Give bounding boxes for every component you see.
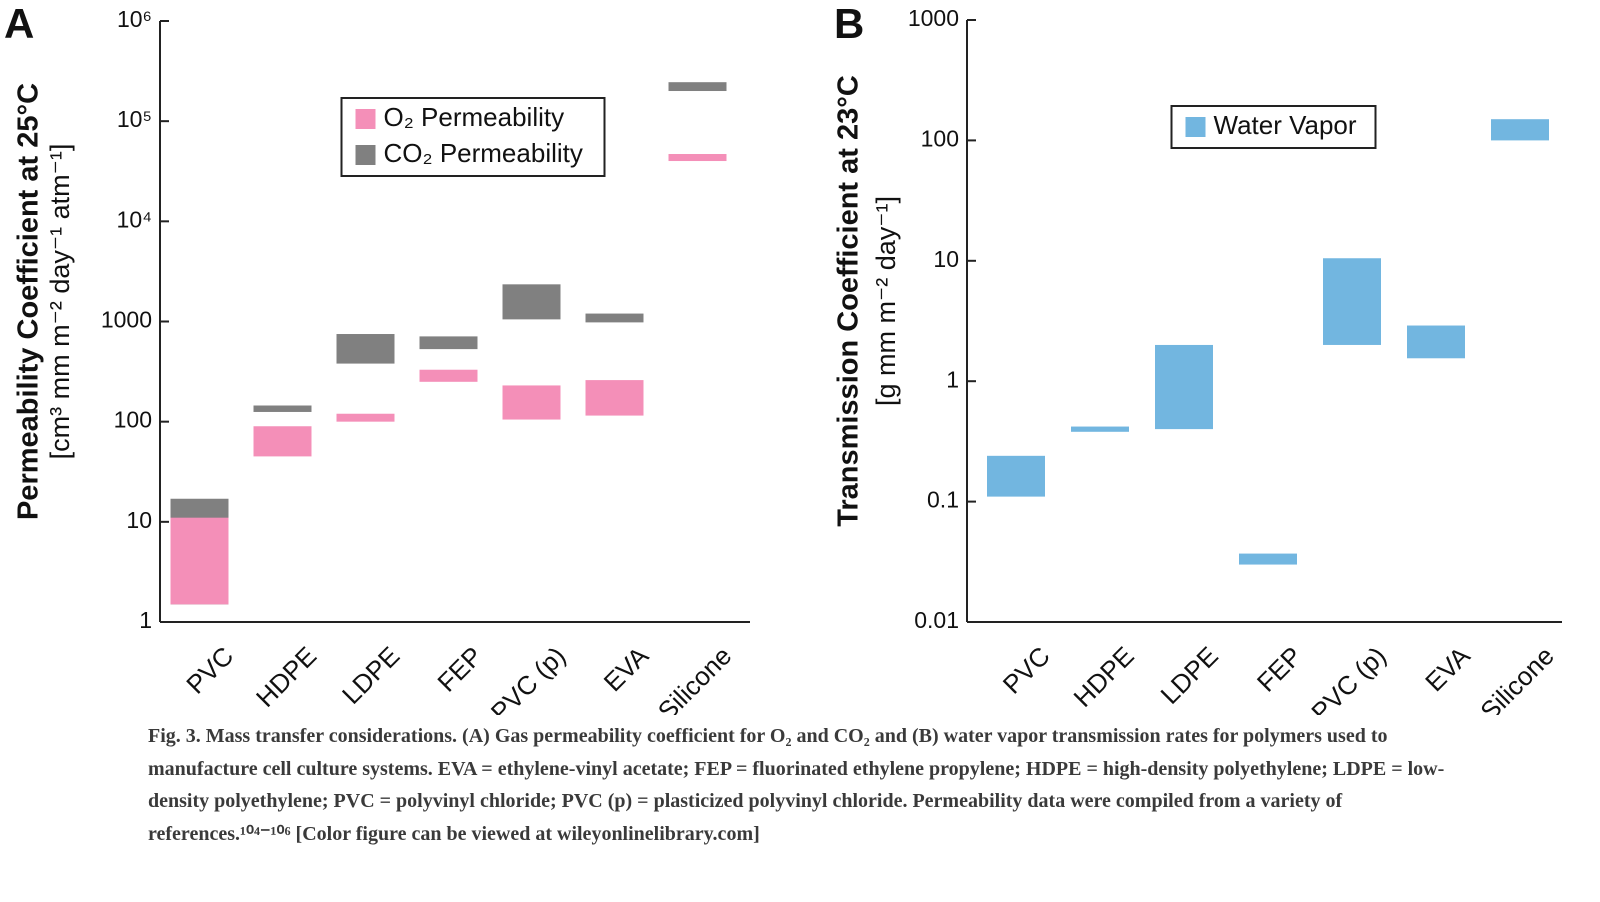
range-bar [1323,258,1381,345]
y-tick-label: 100 [114,407,152,433]
x-tick-label: PVC (p) [1305,641,1392,715]
range-bar [1071,426,1129,432]
x-tick-label: HDPE [250,641,322,713]
x-tick-label: Silicone [652,641,738,715]
range-bar [419,336,478,350]
y-tick-label: 1 [139,607,152,633]
y-axis-title: Transmission Coefficient at 23°C [833,75,865,527]
figure: A Permeability Coefficient at 25°C [cm³ mm… [4,0,1562,715]
range-bar [668,82,727,92]
y-tick-label: 1000 [908,5,959,31]
panel-label: A [4,0,34,47]
range-bar [1491,119,1549,141]
range-bar [419,369,478,382]
y-axis-units: [g mm m⁻² day⁻¹] [871,196,901,406]
caption: Fig. 3. Mass transfer considerations. (A… [148,725,1445,845]
x-tick-label: FEP [431,641,488,698]
x-tick-label: PVC (p) [485,641,572,715]
x-tick-label: HDPE [1068,641,1140,713]
y-tick-label: 10 [933,246,959,272]
legend-label: CO₂ Permeability [384,138,583,168]
range-bar [585,380,644,416]
x-tick-label: FEP [1251,641,1308,698]
legend-swatch [355,145,376,165]
y-tick-label: 10⁶ [117,6,152,32]
range-bar [1239,553,1297,565]
range-bar [668,154,727,162]
range-bar [987,455,1045,497]
y-tick-label: 0.1 [927,487,959,513]
x-tick-label: EVA [598,640,655,697]
range-bar [1155,344,1213,430]
y-axis-title: Permeability Coefficient at 25°C [13,83,45,520]
y-tick-label: 100 [921,125,959,151]
legend-box [340,97,606,177]
range-bar [253,426,312,457]
range-bar [502,284,561,320]
y-tick-label: 1000 [101,307,152,333]
legend-swatch [355,109,376,129]
range-bar [502,385,561,420]
range-bar [585,313,644,323]
range-bar [336,334,395,364]
x-tick-label: PVC [180,641,239,700]
x-tick-label: LDPE [336,641,405,710]
y-axis-units: [cm³ mm m⁻² day⁻¹ atm⁻¹] [45,144,75,460]
x-tick-label: LDPE [1155,641,1224,710]
range-bar [1407,325,1465,359]
panel-label: B [834,0,864,47]
y-tick-label: 10 [126,507,152,533]
x-tick-label: EVA [1419,640,1476,697]
range-bar [170,517,229,605]
x-tick-label: Silicone [1474,641,1560,715]
x-tick-label: PVC [997,641,1056,700]
y-tick-label: 0.01 [914,607,959,633]
legend-swatch [1185,117,1206,137]
range-bar [253,405,312,412]
y-tick-label: 1 [946,366,959,392]
legend-label: O₂ Permeability [384,102,565,132]
range-bar [336,413,395,422]
y-tick-label: 10⁴ [117,206,152,232]
y-tick-label: 10⁵ [117,106,152,132]
legend-label: Water Vapor [1214,110,1357,140]
